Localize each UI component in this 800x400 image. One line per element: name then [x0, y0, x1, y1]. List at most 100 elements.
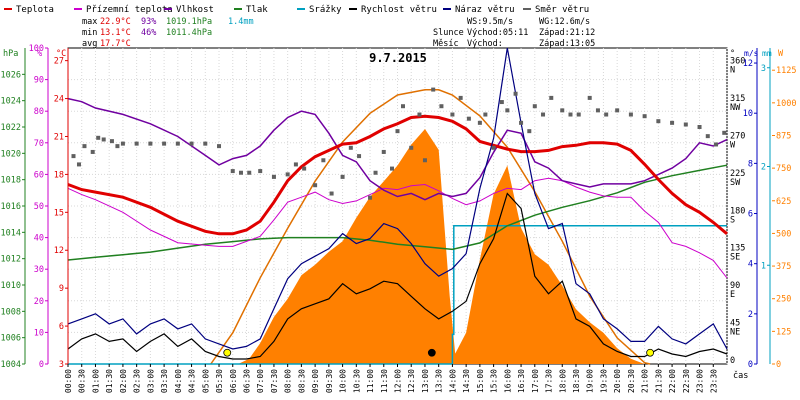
- marker-moonset: [427, 348, 436, 357]
- axis-x-tick-label: 17:30: [545, 369, 554, 393]
- legend-label-dew: Přízemní teplota: [86, 5, 173, 15]
- axis-wm2-tick-label: 875: [776, 131, 791, 141]
- wind-direction-point: [96, 135, 101, 140]
- axis-pct-tick-label: 10: [34, 328, 44, 338]
- axis-x-tick-label: 05:30: [215, 369, 224, 393]
- wind-direction-point: [431, 87, 436, 92]
- legend-label-gust: Náraz větru: [455, 5, 515, 15]
- wind-direction-point: [505, 108, 510, 113]
- series-dew-line: [67, 177, 728, 279]
- axis-deg-tick-label: 225: [730, 169, 745, 179]
- wind-direction-point: [560, 108, 565, 113]
- axis-x-tick-label: 00:30: [78, 369, 87, 393]
- wind-direction-point: [76, 162, 81, 167]
- wind-direction-point: [381, 149, 386, 154]
- axis-hpa-tick-label: 1016: [1, 202, 21, 212]
- axis-x-tick-label: 22:30: [682, 369, 691, 393]
- axis-x-tick-label: 14:00: [448, 369, 457, 393]
- wind-direction-point: [722, 130, 727, 135]
- wind-direction-point: [203, 141, 208, 146]
- wind-direction-point: [697, 125, 702, 129]
- wind-direction-point: [162, 141, 167, 146]
- wind-direction-point: [642, 114, 647, 119]
- axis-wm2-unit: W: [778, 49, 784, 59]
- marker-sunrise: [223, 348, 232, 357]
- axis-hpa-tick-label: 1014: [1, 228, 21, 238]
- wind-direction-point: [615, 108, 620, 113]
- legend-label-dir: Směr větru: [535, 5, 589, 15]
- axis-x-tick-label: 01:30: [105, 369, 114, 393]
- wind-direction-point: [491, 145, 496, 150]
- wind-direction-point: [373, 170, 378, 175]
- axis-x-tick-label: 12:30: [407, 369, 416, 393]
- axis-wm2-tick-label: 125: [776, 327, 791, 337]
- axis-pct-tick-label: 50: [34, 202, 44, 212]
- axis-hpa-tick-label: 1008: [1, 307, 21, 317]
- axis-x-tick-label: 09:30: [325, 369, 334, 393]
- axis-hpa-tick-label: 1022: [1, 123, 21, 133]
- axis-pct-tick-label: 0: [39, 360, 44, 370]
- info-wind-speed: WS:9.5m/s: [467, 17, 513, 27]
- axis-wm2-tick-label: 0: [776, 360, 781, 370]
- wind-direction-point: [368, 195, 373, 200]
- axis-hpa-tick-label: 1020: [1, 149, 21, 159]
- wind-direction-point: [395, 129, 400, 134]
- axis-ms-tick-label: 10: [743, 109, 753, 119]
- axis-degc-tick-label: 9: [59, 284, 64, 294]
- axis-pct-tick-label: 40: [34, 234, 44, 244]
- axis-x-tick-label: 14:30: [462, 369, 471, 393]
- axis-deg-tick-dir: SE: [730, 253, 740, 263]
- wind-direction-point: [101, 137, 106, 142]
- wind-direction-point: [357, 154, 362, 159]
- axis-x-tick-label: 07:00: [256, 369, 265, 393]
- axis-degc-unit: °C: [56, 49, 66, 59]
- axis-hpa-tick-label: 1018: [1, 176, 21, 186]
- wind-direction-point: [134, 141, 139, 146]
- wind-direction-point: [293, 162, 298, 167]
- stats-max-temp: 22.9°C: [100, 17, 131, 27]
- wind-direction-point: [120, 141, 125, 146]
- axis-x-tick-label: 10:00: [339, 369, 348, 393]
- axis-wm2-tick-label: 250: [776, 295, 791, 305]
- axis-x-tick-label: 16:30: [517, 369, 526, 393]
- wind-direction-point: [705, 134, 710, 139]
- axis-x-tick-label: 01:00: [91, 369, 100, 393]
- wind-direction-point: [604, 112, 609, 117]
- wind-direction-point: [189, 141, 194, 146]
- axis-degc-tick-label: 12: [54, 246, 64, 256]
- axis-pct-tick-label: 30: [34, 265, 44, 275]
- axis-hpa-tick-label: 1010: [1, 281, 21, 291]
- axis-mm-tick-label: 2: [761, 163, 766, 173]
- series-solar-max-line: [210, 89, 651, 365]
- wind-direction-point: [422, 158, 427, 163]
- wind-direction-point: [439, 104, 444, 109]
- axis-x-tick-label: 03:00: [146, 369, 155, 393]
- axis-x-tick-label: 21:00: [641, 369, 650, 393]
- axis-degc-tick-label: 3: [59, 360, 64, 370]
- axis-x-tick-label: 22:00: [668, 369, 677, 393]
- wind-direction-point: [466, 116, 471, 121]
- legend-label-hum: Vlhkost: [176, 5, 214, 15]
- axis-x-tick-label: 16:00: [503, 369, 512, 393]
- chart-title: 9.7.2015: [369, 51, 427, 65]
- wind-direction-point: [71, 154, 76, 159]
- series-humidity-line: [67, 97, 728, 201]
- axis-hpa-tick-label: 1004: [1, 360, 21, 370]
- wind-direction-point: [175, 141, 180, 146]
- axis-hpa-tick-label: 1012: [1, 255, 21, 265]
- axis-wm2-tick-label: 500: [776, 229, 791, 239]
- axis-x-tick-label: 06:30: [242, 369, 251, 393]
- axis-hpa-unit: hPa: [3, 49, 18, 59]
- stats-min-temp: 13.1°C: [100, 28, 131, 38]
- axis-pct-tick-label: 70: [34, 139, 44, 149]
- stats-min-label: min: [82, 28, 97, 38]
- axis-deg-tick-dir: NE: [730, 328, 740, 338]
- axis-x-tick-label: 19:00: [586, 369, 595, 393]
- axis-x-tick-label: 00:00: [64, 369, 73, 393]
- legend-label-rain: Srážky: [309, 5, 342, 15]
- axis-mm-tick-label: 3: [761, 64, 766, 74]
- axis-deg-tick-dir: SW: [730, 178, 741, 188]
- axis-x-tick-label: 11:00: [366, 369, 375, 393]
- axis-x-tick-label: 13:00: [421, 369, 430, 393]
- wind-direction-point: [409, 145, 414, 150]
